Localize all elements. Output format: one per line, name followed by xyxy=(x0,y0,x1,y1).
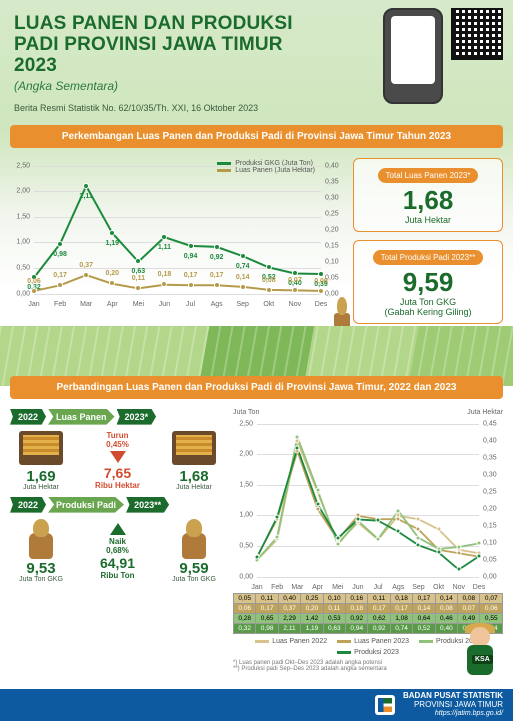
delta-unit: Ribu Hektar xyxy=(90,481,146,490)
prod-2023: 9,59 Juta Ton GKG xyxy=(163,519,225,583)
field-icon xyxy=(172,431,216,465)
phone-illustration xyxy=(383,8,443,104)
publication-info: Berita Resmi Statistik No. 62/10/35/Th. … xyxy=(14,103,499,113)
comparison-panel: 2022 Luas Panen 2023* 1,69 Juta Hektar T… xyxy=(10,409,225,672)
arrow-down-icon xyxy=(110,451,126,463)
section1-banner: Perkembangan Luas Panen dan Produksi Pad… xyxy=(10,125,503,148)
compare-luas-row: 1,69 Juta Hektar Turun 0,45% 7,65 Ribu H… xyxy=(10,431,225,491)
stat-prod-unit: Juta Ton GKG(Gabah Kering Giling) xyxy=(360,297,496,317)
chev-2022: 2022 xyxy=(10,409,46,425)
axis-right-label: Juta Hektar xyxy=(467,409,503,416)
grain-sack-icon xyxy=(328,293,356,327)
section1: Produksi GKG (Juta Ton) Luas Panen (Juta… xyxy=(0,154,513,324)
stat-luas-value: 1,68 xyxy=(360,187,496,213)
luas-2023: 1,68 Juta Hektar xyxy=(163,431,225,491)
title-l2: PADI PROVINSI JAWA TIMUR xyxy=(14,34,283,55)
prod-2022-unit: Juta Ton GKG xyxy=(10,576,72,583)
sack-icon xyxy=(176,519,212,559)
luas-2022: 1,69 Juta Hektar xyxy=(10,431,72,491)
delta-val: 7,65 xyxy=(90,465,146,481)
footer: BADAN PUSAT STATISTIK PROVINSI JAWA TIMU… xyxy=(0,689,513,721)
header: LUAS PANEN DAN PRODUKSI PADI PROVINSI JA… xyxy=(0,0,513,119)
delta-pct: 0,68% xyxy=(90,546,146,555)
title-l1: LUAS PANEN DAN PRODUKSI xyxy=(14,13,293,34)
stat-luas-panen: Total Luas Panen 2023* 1,68 Juta Hektar xyxy=(353,158,503,232)
luas-2023-unit: Juta Hektar xyxy=(163,484,225,491)
stat-prod-value: 9,59 xyxy=(360,269,496,295)
prod-2023-val: 9,59 xyxy=(163,561,225,576)
prod-2022-val: 9,53 xyxy=(10,561,72,576)
field-icon xyxy=(19,431,63,465)
footer-prov: PROVINSI JAWA TIMUR xyxy=(403,701,503,710)
prod-2022: 9,53 Juta Ton GKG xyxy=(10,519,72,583)
chev-2023: 2023* xyxy=(117,409,157,425)
delta-unit: Ribu Ton xyxy=(90,571,146,580)
prod-delta: Naik 0,68% 64,91 Ribu Ton xyxy=(90,521,146,580)
section2-banner: Perbandingan Luas Panen dan Produksi Pad… xyxy=(10,376,503,399)
stat-luas-label: Total Luas Panen 2023* xyxy=(378,168,479,183)
compare-prod-row: 9,53 Juta Ton GKG Naik 0,68% 64,91 Ribu … xyxy=(10,519,225,583)
arrow-up-icon xyxy=(110,523,126,535)
chev-2023: 2023** xyxy=(126,497,169,513)
footer-text: BADAN PUSAT STATISTIK PROVINSI JAWA TIMU… xyxy=(403,692,503,717)
sack-icon xyxy=(23,519,59,559)
luas-2022-unit: Juta Hektar xyxy=(10,484,72,491)
stats-column: Total Luas Panen 2023* 1,68 Juta Hektar … xyxy=(353,158,503,324)
qr-code xyxy=(451,8,503,60)
chart-monthly-2023: Produksi GKG (Juta Ton) Luas Panen (Juta… xyxy=(10,158,345,308)
chart-comparison-2022-2023: 0,000,501,001,502,002,500,000,050,100,15… xyxy=(233,416,503,591)
farmer-tag: KSA xyxy=(472,655,493,664)
delta-word: Turun xyxy=(90,431,146,440)
stat-luas-unit: Juta Hektar xyxy=(360,215,496,225)
luas-delta: Turun 0,45% 7,65 Ribu Hektar xyxy=(90,431,146,490)
luas-2023-val: 1,68 xyxy=(163,469,225,484)
chev-prod: 2022 Produksi Padi 2023** xyxy=(10,497,225,513)
footer-url: https://jatim.bps.go.id/ xyxy=(403,710,503,718)
chev-luas: 2022 Luas Panen 2023* xyxy=(10,409,225,425)
chev-prod-label: Produksi Padi xyxy=(48,497,124,513)
delta-pct: 0,45% xyxy=(90,440,146,449)
chev-2022: 2022 xyxy=(10,497,46,513)
prod-2023-unit: Juta Ton GKG xyxy=(163,576,225,583)
farmer-illustration: KSA xyxy=(457,621,503,685)
title-l3: 2023 xyxy=(14,55,57,76)
stat-prod-label: Total Produksi Padi 2023** xyxy=(373,250,484,265)
delta-val: 64,91 xyxy=(90,555,146,571)
axis-left-label: Juta Ton xyxy=(233,409,259,416)
bps-logo-icon xyxy=(375,695,395,715)
section2: 2022 Luas Panen 2023* 1,69 Juta Hektar T… xyxy=(0,409,513,672)
delta-word: Naik xyxy=(90,537,146,546)
chev-luas-label: Luas Panen xyxy=(48,409,115,425)
stat-produksi: Total Produksi Padi 2023** 9,59 Juta Ton… xyxy=(353,240,503,324)
luas-2022-val: 1,69 xyxy=(10,469,72,484)
